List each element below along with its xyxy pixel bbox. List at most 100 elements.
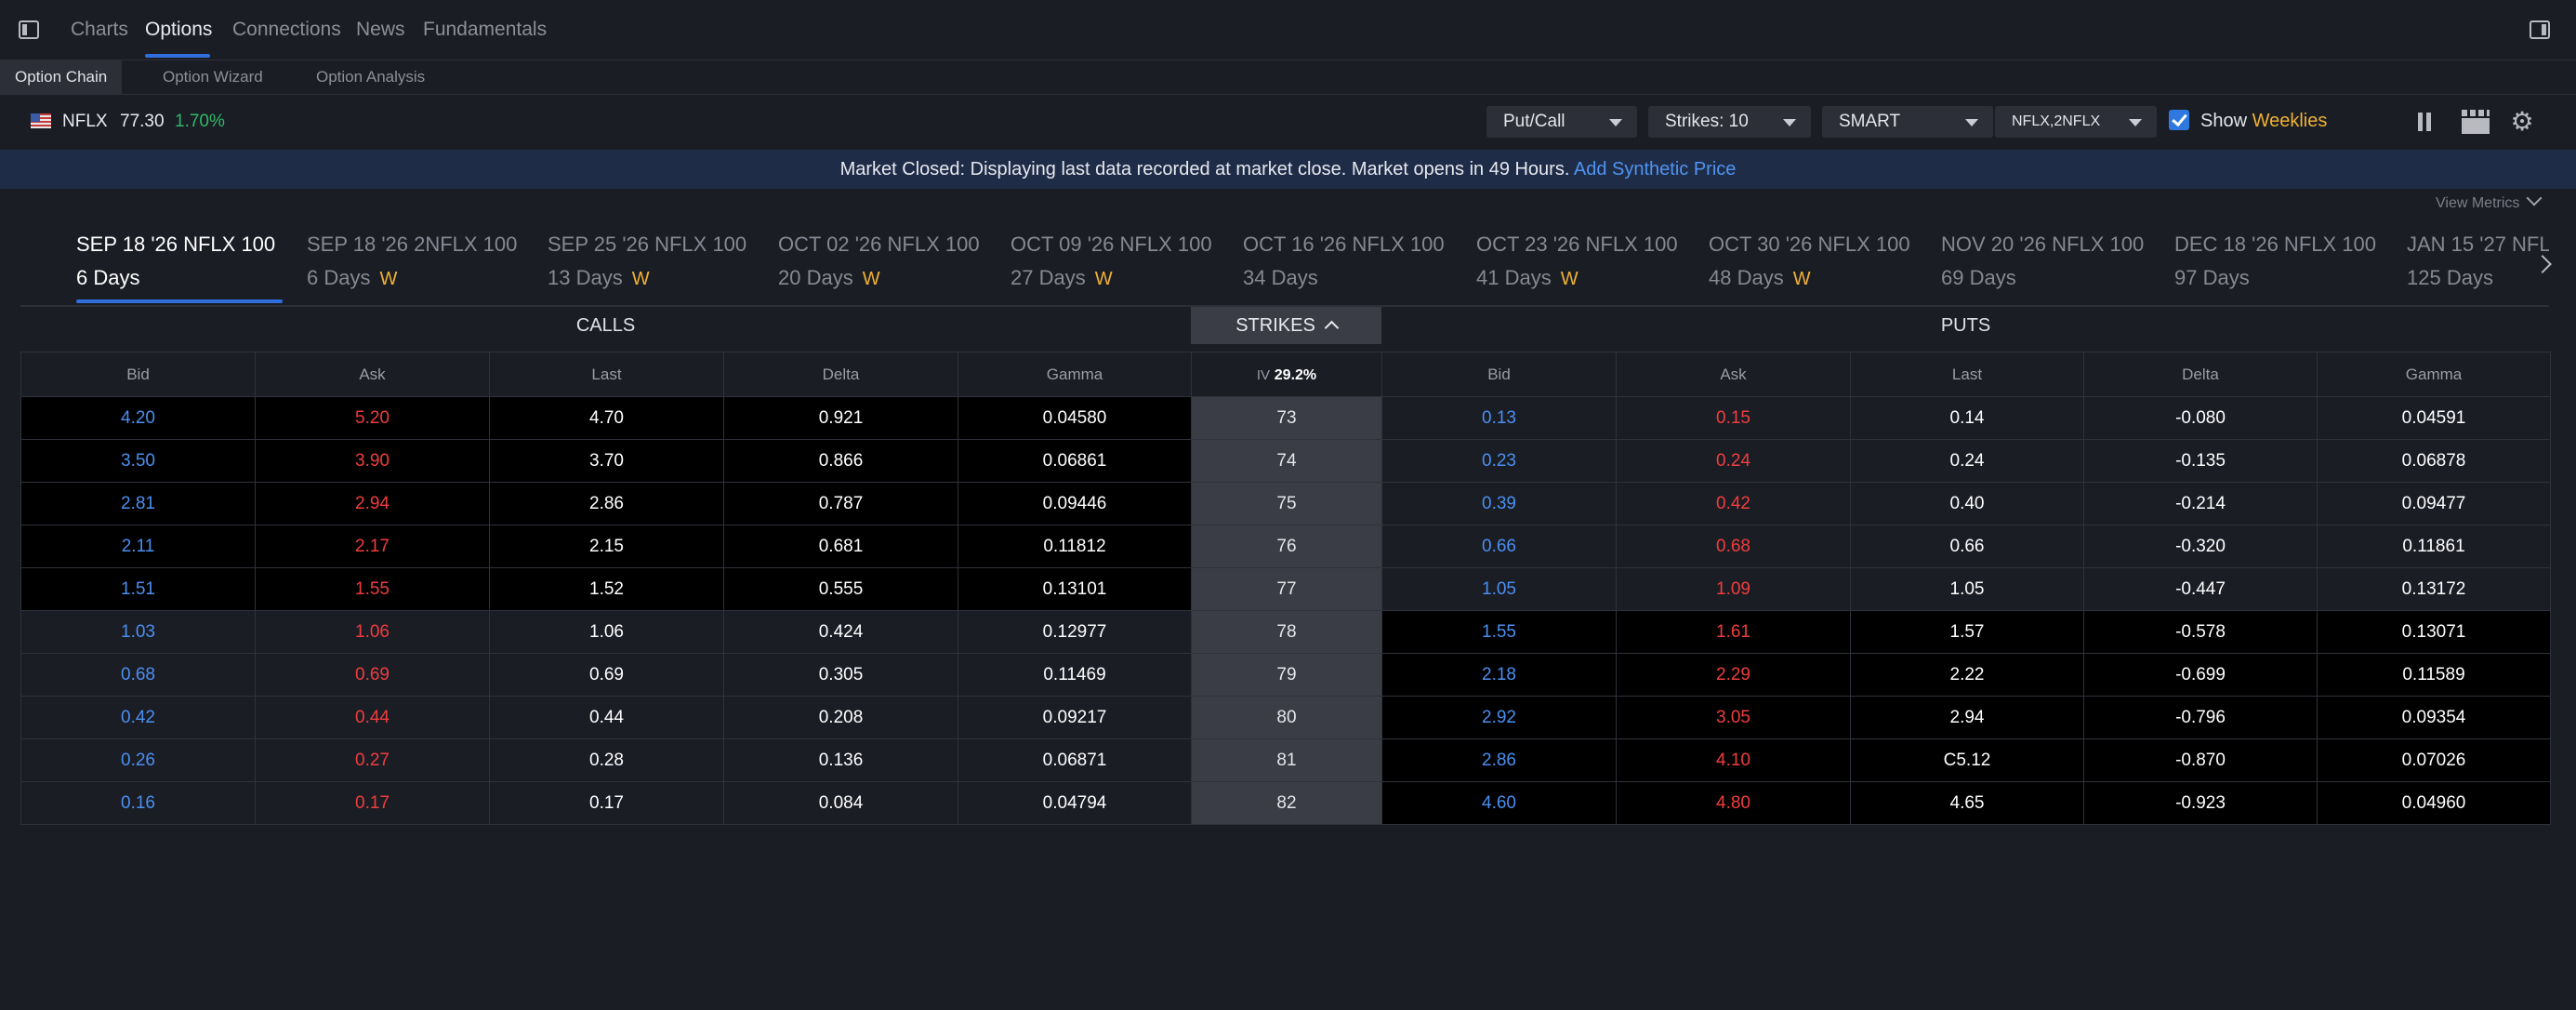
trading-class-dropdown[interactable]: NFLX,2NFLX xyxy=(1995,106,2157,138)
strike-cell[interactable]: 78 xyxy=(1191,610,1382,654)
call-bid-cell[interactable]: 0.68 xyxy=(20,653,256,697)
strike-cell[interactable]: 74 xyxy=(1191,439,1382,483)
put-ask-cell[interactable]: 0.42 xyxy=(1616,482,1851,525)
puts-row[interactable]: 4.60 4.80 4.65 -0.923 0.04960 xyxy=(1381,781,2551,825)
call-bid-cell[interactable]: 1.03 xyxy=(20,610,256,654)
strike-cell[interactable]: 73 xyxy=(1191,396,1382,440)
put-ask-cell[interactable]: 0.24 xyxy=(1616,439,1851,483)
put-gamma-cell[interactable]: 0.07026 xyxy=(2317,738,2551,782)
put-bid-cell[interactable]: 1.05 xyxy=(1381,567,1617,611)
put-delta-cell[interactable]: -0.135 xyxy=(2083,439,2318,483)
put-bid-cell[interactable]: 2.86 xyxy=(1381,738,1617,782)
strikes-header[interactable]: STRIKES xyxy=(1191,307,1381,344)
call-ask-cell[interactable]: 0.27 xyxy=(255,738,490,782)
panel-toggle-icon[interactable] xyxy=(2530,20,2550,39)
strike-cell[interactable]: 82 xyxy=(1191,781,1382,825)
put-last-cell[interactable]: 0.66 xyxy=(1850,525,2084,568)
puts-row[interactable]: 0.23 0.24 0.24 -0.135 0.06878 xyxy=(1381,439,2551,483)
call-ask-cell[interactable]: 0.69 xyxy=(255,653,490,697)
calls-row[interactable]: 1.51 1.55 1.52 0.555 0.13101 xyxy=(20,567,1192,611)
put-delta-cell[interactable]: -0.080 xyxy=(2083,396,2318,440)
call-gamma-cell[interactable]: 0.11812 xyxy=(958,525,1192,568)
call-gamma-cell[interactable]: 0.11469 xyxy=(958,653,1192,697)
call-bid-cell[interactable]: 3.50 xyxy=(20,439,256,483)
call-gamma-cell[interactable]: 0.04794 xyxy=(958,781,1192,825)
call-ask-cell[interactable]: 2.17 xyxy=(255,525,490,568)
expiration-tab[interactable]: SEP 18 '26 2NFLX 100 6 Days W xyxy=(307,233,518,289)
col-gamma[interactable]: Gamma xyxy=(2317,352,2551,397)
calls-row[interactable]: 0.42 0.44 0.44 0.208 0.09217 xyxy=(20,696,1192,739)
call-gamma-cell[interactable]: 0.09217 xyxy=(958,696,1192,739)
put-ask-cell[interactable]: 0.15 xyxy=(1616,396,1851,440)
clapperboard-icon[interactable] xyxy=(2462,110,2490,134)
put-call-dropdown[interactable]: Put/Call xyxy=(1486,106,1637,138)
add-synthetic-price-link[interactable]: Add Synthetic Price xyxy=(1573,159,1737,179)
call-delta-cell[interactable]: 0.787 xyxy=(723,482,958,525)
put-bid-cell[interactable]: 4.60 xyxy=(1381,781,1617,825)
put-gamma-cell[interactable]: 0.13172 xyxy=(2317,567,2551,611)
put-gamma-cell[interactable]: 0.11589 xyxy=(2317,653,2551,697)
put-bid-cell[interactable]: 0.13 xyxy=(1381,396,1617,440)
ticker-symbol[interactable]: NFLX xyxy=(62,112,108,131)
call-bid-cell[interactable]: 2.11 xyxy=(20,525,256,568)
tab-charts[interactable]: Charts xyxy=(71,19,128,40)
col-delta[interactable]: Delta xyxy=(2083,352,2318,397)
col-last[interactable]: Last xyxy=(489,352,724,397)
put-ask-cell[interactable]: 2.29 xyxy=(1616,653,1851,697)
expiration-tab[interactable]: JAN 15 '27 NFLX 100125 Days xyxy=(2407,233,2549,289)
put-bid-cell[interactable]: 0.23 xyxy=(1381,439,1617,483)
call-ask-cell[interactable]: 0.44 xyxy=(255,696,490,739)
call-ask-cell[interactable]: 1.55 xyxy=(255,567,490,611)
expiration-tab[interactable]: OCT 02 '26 NFLX 100 20 Days W xyxy=(778,233,980,289)
put-ask-cell[interactable]: 1.09 xyxy=(1616,567,1851,611)
strike-cell[interactable]: 77 xyxy=(1191,567,1382,611)
call-ask-cell[interactable]: 2.94 xyxy=(255,482,490,525)
calls-row[interactable]: 4.20 5.20 4.70 0.921 0.04580 xyxy=(20,396,1192,440)
put-gamma-cell[interactable]: 0.09354 xyxy=(2317,696,2551,739)
gear-icon[interactable]: ⚙ xyxy=(2510,107,2534,136)
expiration-tab[interactable]: OCT 23 '26 NFLX 100 41 Days W xyxy=(1476,233,1678,289)
call-ask-cell[interactable]: 5.20 xyxy=(255,396,490,440)
put-last-cell[interactable]: 2.22 xyxy=(1850,653,2084,697)
expiration-tab[interactable]: SEP 18 '26 NFLX 100 6 Days xyxy=(76,233,276,289)
put-bid-cell[interactable]: 0.39 xyxy=(1381,482,1617,525)
put-ask-cell[interactable]: 1.61 xyxy=(1616,610,1851,654)
puts-row[interactable]: 1.55 1.61 1.57 -0.578 0.13071 xyxy=(1381,610,2551,654)
calls-row[interactable]: 1.03 1.06 1.06 0.424 0.12977 xyxy=(20,610,1192,654)
subtab-option-chain[interactable]: Option Chain xyxy=(0,60,123,94)
call-bid-cell[interactable]: 0.42 xyxy=(20,696,256,739)
call-last-cell[interactable]: 0.28 xyxy=(489,738,724,782)
expiration-tab[interactable]: OCT 30 '26 NFLX 100 48 Days W xyxy=(1709,233,1910,289)
put-delta-cell[interactable]: -0.870 xyxy=(2083,738,2318,782)
col-bid[interactable]: Bid xyxy=(20,352,256,397)
call-last-cell[interactable]: 0.17 xyxy=(489,781,724,825)
col-delta[interactable]: Delta xyxy=(723,352,958,397)
put-bid-cell[interactable]: 2.18 xyxy=(1381,653,1617,697)
put-bid-cell[interactable]: 0.66 xyxy=(1381,525,1617,568)
call-last-cell[interactable]: 3.70 xyxy=(489,439,724,483)
call-last-cell[interactable]: 2.86 xyxy=(489,482,724,525)
puts-row[interactable]: 0.39 0.42 0.40 -0.214 0.09477 xyxy=(1381,482,2551,525)
call-ask-cell[interactable]: 1.06 xyxy=(255,610,490,654)
strikes-dropdown[interactable]: Strikes: 10 xyxy=(1648,106,1811,138)
strike-cell[interactable]: 75 xyxy=(1191,482,1382,525)
col-bid[interactable]: Bid xyxy=(1381,352,1617,397)
exchange-dropdown[interactable]: SMART xyxy=(1822,106,1993,138)
put-bid-cell[interactable]: 1.55 xyxy=(1381,610,1617,654)
calls-row[interactable]: 0.26 0.27 0.28 0.136 0.06871 xyxy=(20,738,1192,782)
put-delta-cell[interactable]: -0.923 xyxy=(2083,781,2318,825)
put-last-cell[interactable]: 0.40 xyxy=(1850,482,2084,525)
puts-row[interactable]: 0.66 0.68 0.66 -0.320 0.11861 xyxy=(1381,525,2551,568)
call-delta-cell[interactable]: 0.555 xyxy=(723,567,958,611)
call-bid-cell[interactable]: 4.20 xyxy=(20,396,256,440)
strike-cell[interactable]: 80 xyxy=(1191,696,1382,739)
put-gamma-cell[interactable]: 0.13071 xyxy=(2317,610,2551,654)
calls-row[interactable]: 0.68 0.69 0.69 0.305 0.11469 xyxy=(20,653,1192,697)
tab-options[interactable]: Options xyxy=(145,19,213,40)
puts-row[interactable]: 2.92 3.05 2.94 -0.796 0.09354 xyxy=(1381,696,2551,739)
calls-row[interactable]: 3.50 3.90 3.70 0.866 0.06861 xyxy=(20,439,1192,483)
tab-fundamentals[interactable]: Fundamentals xyxy=(423,19,548,40)
put-bid-cell[interactable]: 2.92 xyxy=(1381,696,1617,739)
put-last-cell[interactable]: 0.14 xyxy=(1850,396,2084,440)
call-delta-cell[interactable]: 0.921 xyxy=(723,396,958,440)
